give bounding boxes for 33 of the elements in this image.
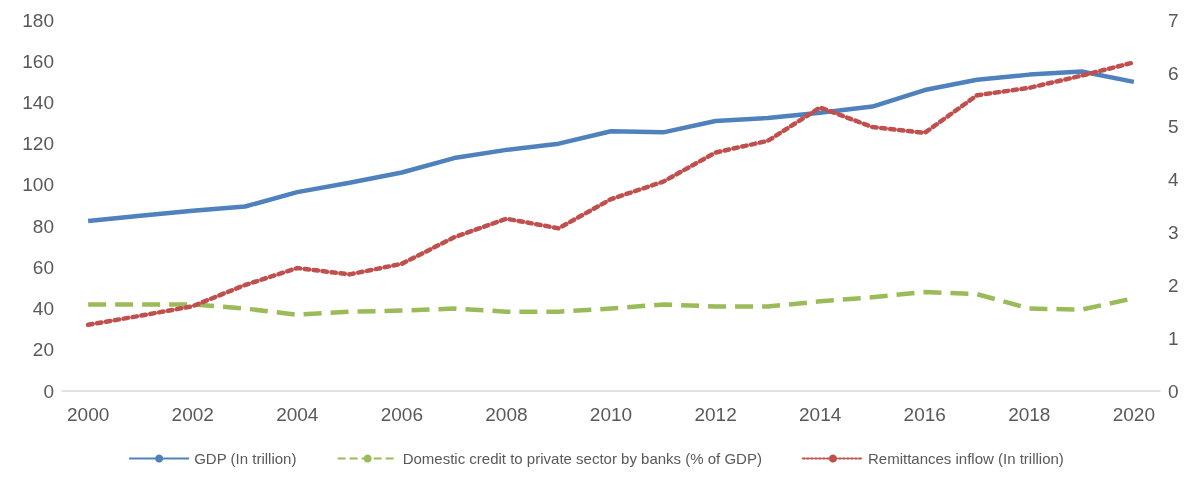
line-series	[85, 69, 1137, 224]
x-tick-label: 2002	[171, 404, 214, 425]
x-tick-label: 2004	[276, 404, 319, 425]
y-tick-label: 0	[43, 380, 54, 402]
y2-tick-label: 0	[1168, 380, 1179, 402]
x-tick-label: 2014	[799, 404, 842, 425]
x-tick-label: 2016	[903, 404, 946, 425]
y2-tick-label: 4	[1168, 168, 1179, 190]
y2-tick-label: 5	[1168, 115, 1179, 137]
y-tick-label: 60	[32, 256, 54, 278]
legend-label: GDP (In trillion)	[194, 450, 297, 467]
y2-tick-label: 7	[1168, 9, 1179, 31]
y-tick-label: 140	[22, 91, 54, 113]
y-tick-label: 40	[32, 298, 54, 320]
y2-tick-label: 3	[1168, 221, 1179, 243]
y2-tick-label: 2	[1168, 274, 1179, 296]
y2-tick-label: 1	[1168, 327, 1179, 349]
y2-tick-label: 6	[1168, 62, 1179, 84]
y-tick-label: 100	[22, 174, 54, 196]
y-tick-label: 20	[32, 339, 54, 361]
x-tick-label: 2020	[1112, 404, 1155, 425]
legend-label: Domestic credit to private sector by banks (% of GDP)	[402, 450, 762, 467]
x-tick-label: 2010	[589, 404, 633, 425]
y-tick-label: 120	[22, 133, 54, 155]
x-tick-label: 2008	[485, 404, 528, 425]
y-tick-label: 160	[22, 50, 54, 72]
y-tick-label: 180	[22, 9, 54, 31]
x-tick-label: 2006	[380, 404, 423, 425]
x-tick-label: 2000	[67, 404, 110, 425]
legend-label: Remittances inflow (In trillion)	[867, 450, 1064, 467]
x-tick-label: 2018	[1008, 404, 1051, 425]
y-tick-label: 80	[32, 215, 54, 237]
x-tick-label: 2012	[694, 404, 737, 425]
